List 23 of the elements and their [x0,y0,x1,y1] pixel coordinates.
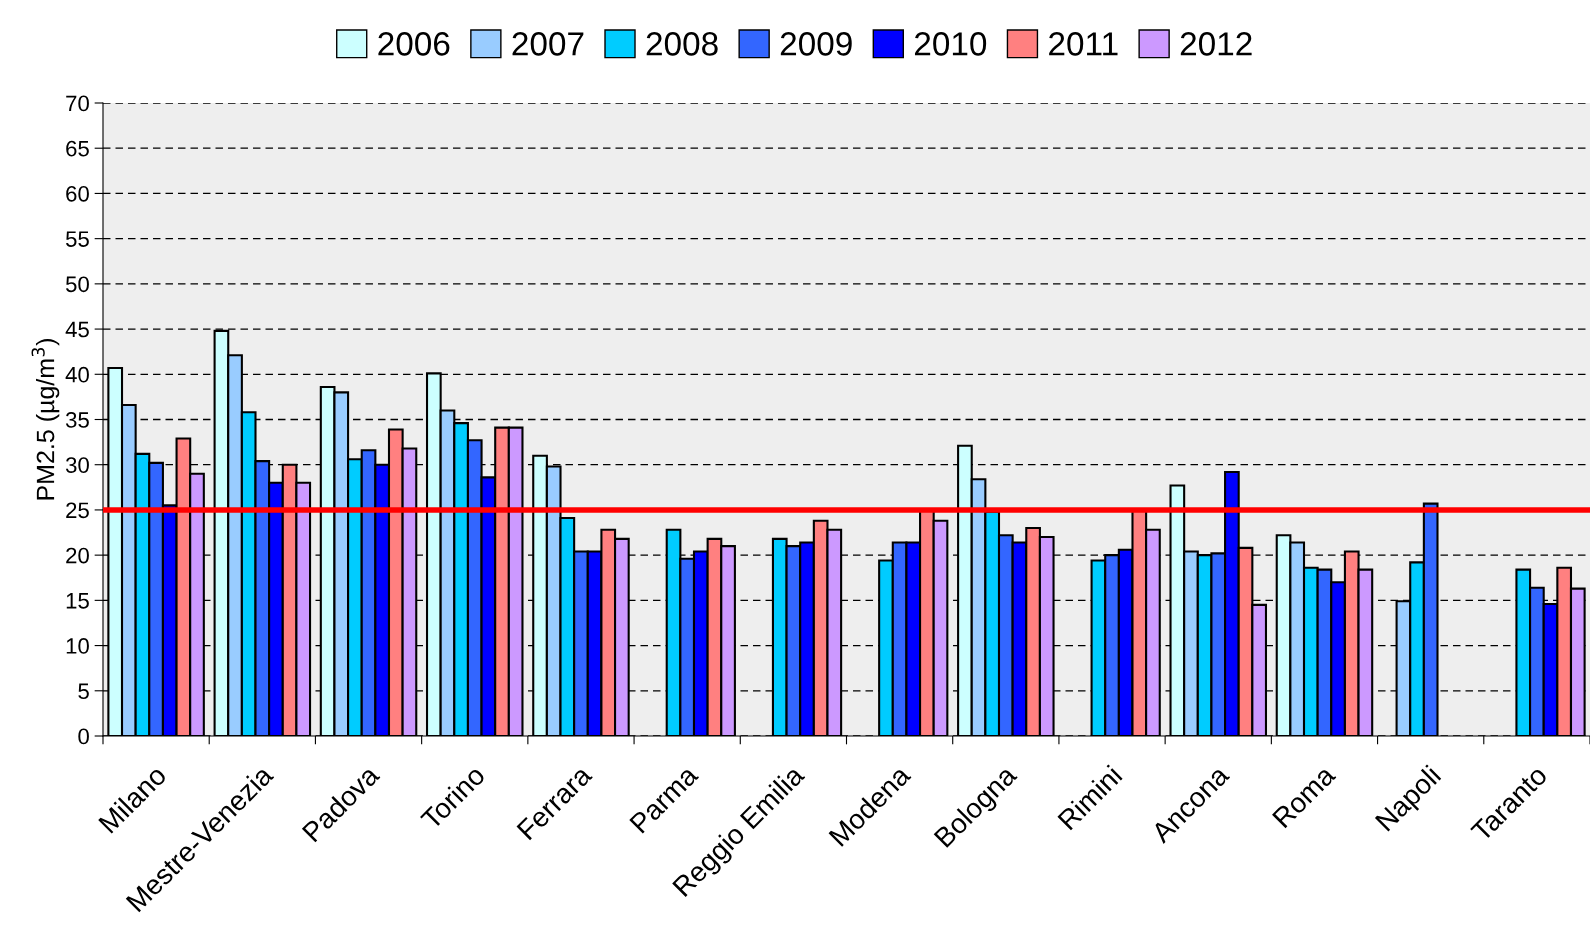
y-tick-label: 40 [65,366,89,383]
y-tick-label: 50 [65,276,89,293]
legend-label: 2011 [1049,32,1118,56]
legend-label: 2008 [646,32,718,56]
y-tick-label: 55 [65,231,89,247]
y-tick-label: 10 [66,638,89,654]
legend-label: 2007 [512,32,584,56]
y-tick-label: 60 [66,185,89,202]
y-tick-label: 35 [65,412,89,428]
legend-label: 2012 [1180,32,1252,56]
y-tick-label: 30 [65,457,89,473]
y-tick-label: 65 [66,140,89,157]
y-tick-label: 15 [66,593,89,609]
y-tick-label: 70 [66,95,89,112]
y-tick-label: 5 [78,683,89,700]
legend-label: 2009 [780,32,852,56]
y-tick-label: 20 [66,547,89,564]
legend-label: 2006 [378,32,450,56]
legend-label: 2010 [914,32,987,56]
y-axis-title: PM2.5 (µg/m$^{3}$) [31,339,60,500]
y-tick-label: 45 [65,321,89,338]
y-tick-label: 25 [66,502,89,519]
y-tick-label: 0 [78,728,89,745]
